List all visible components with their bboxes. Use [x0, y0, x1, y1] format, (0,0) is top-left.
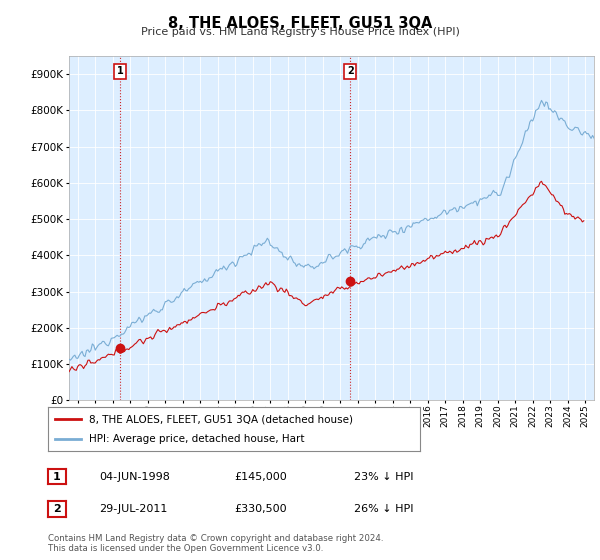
Text: 8, THE ALOES, FLEET, GU51 3QA: 8, THE ALOES, FLEET, GU51 3QA — [168, 16, 432, 31]
Text: 23% ↓ HPI: 23% ↓ HPI — [354, 472, 413, 482]
Text: 1: 1 — [117, 66, 124, 76]
Text: 29-JUL-2011: 29-JUL-2011 — [99, 504, 167, 514]
Text: Price paid vs. HM Land Registry's House Price Index (HPI): Price paid vs. HM Land Registry's House … — [140, 27, 460, 37]
Text: 1: 1 — [53, 472, 61, 482]
Text: 26% ↓ HPI: 26% ↓ HPI — [354, 504, 413, 514]
Text: 04-JUN-1998: 04-JUN-1998 — [99, 472, 170, 482]
Text: £330,500: £330,500 — [234, 504, 287, 514]
Text: 8, THE ALOES, FLEET, GU51 3QA (detached house): 8, THE ALOES, FLEET, GU51 3QA (detached … — [89, 414, 353, 424]
Text: 2: 2 — [347, 66, 353, 76]
Text: 2: 2 — [53, 504, 61, 514]
Text: HPI: Average price, detached house, Hart: HPI: Average price, detached house, Hart — [89, 434, 304, 444]
Text: £145,000: £145,000 — [234, 472, 287, 482]
Text: Contains HM Land Registry data © Crown copyright and database right 2024.
This d: Contains HM Land Registry data © Crown c… — [48, 534, 383, 553]
